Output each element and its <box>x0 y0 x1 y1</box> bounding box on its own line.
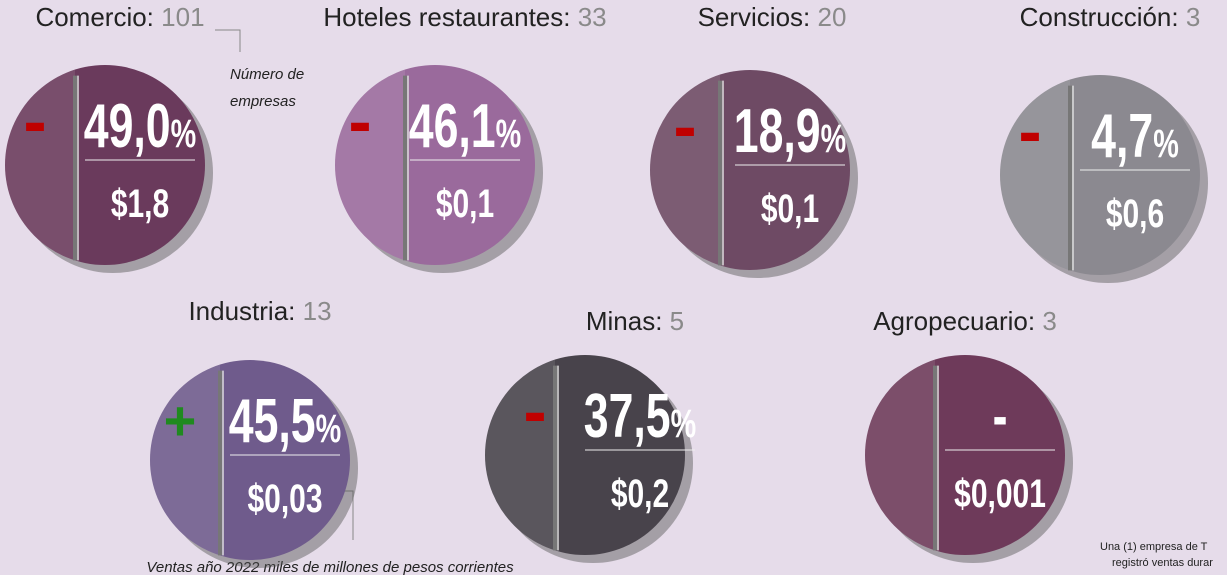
circle-left <box>5 69 75 261</box>
sector-name: Comercio: <box>35 2 153 32</box>
change: 45,5% <box>229 387 341 456</box>
sign: - <box>23 82 46 160</box>
sector: Comercio: 101- 49,0%$1,8 <box>5 2 213 273</box>
sector-name: Agropecuario: <box>873 306 1035 336</box>
circle-left <box>650 74 720 266</box>
sector: Construcción: 3 - 4,7% $0,6 <box>1000 2 1208 283</box>
sector-label: Construcción: 3 <box>1020 2 1201 32</box>
circle <box>865 355 1065 555</box>
sales: $0,1 <box>436 182 494 226</box>
change-unit: % <box>671 401 697 446</box>
sector-label: Hoteles restaurantes: 33 <box>323 2 606 32</box>
sector: Industria: 13 + 45,5% $0,03 <box>150 296 358 568</box>
change-value: - <box>993 382 1008 451</box>
sector-name: Minas: <box>586 306 663 336</box>
sign: - <box>523 372 546 450</box>
circle <box>335 65 535 265</box>
footnote: registró ventas durar <box>1112 557 1213 569</box>
circle-left <box>864 359 935 551</box>
change-unit: % <box>1153 121 1179 166</box>
circle-left <box>335 69 405 261</box>
sector: Minas: 5- 37,5%$0,2 <box>485 306 696 563</box>
sales: $0,2 <box>611 472 669 516</box>
circle-left <box>485 359 555 551</box>
change-value: 4,7 <box>1091 102 1153 171</box>
sector-count: 5 <box>670 306 684 336</box>
sector-count: 3 <box>1042 306 1056 336</box>
change-value: 49,0 <box>84 92 171 161</box>
sign: - <box>673 87 696 165</box>
change-unit: % <box>171 111 197 156</box>
sign: - <box>348 82 371 160</box>
change-value: 37,5 <box>584 382 671 451</box>
sales: $0,6 <box>1106 192 1164 236</box>
sign: - <box>1018 92 1041 170</box>
sector-count: 101 <box>161 2 204 32</box>
change-unit: % <box>316 406 342 451</box>
circle <box>1000 75 1200 275</box>
circle <box>5 65 205 265</box>
sales: $0,03 <box>247 477 322 521</box>
footnote: Una (1) empresa de T <box>1100 541 1208 553</box>
circle <box>150 360 350 560</box>
bracket <box>215 29 241 52</box>
sector-name: Hoteles restaurantes: <box>323 2 570 32</box>
sector-name: Servicios: <box>698 2 811 32</box>
sector: Agropecuario: 3 - $0,001 <box>864 306 1073 563</box>
sector-name: Industria: <box>188 296 295 326</box>
change: 49,0% <box>84 92 196 161</box>
sector: Servicios: 20- 18,9%$0,1 <box>650 2 858 278</box>
sales: $0,1 <box>761 187 819 231</box>
count-note: Número de <box>230 66 304 83</box>
circle-left <box>1000 79 1070 271</box>
sector-label: Minas: 5 <box>586 306 684 336</box>
count-note: empresas <box>230 93 296 110</box>
change-value: 18,9 <box>734 97 821 166</box>
change-value: 46,1 <box>409 92 496 161</box>
change: 46,1% <box>409 92 521 161</box>
change-unit: % <box>496 111 522 156</box>
sector-label: Comercio: 101 <box>35 2 204 32</box>
sales: $0,001 <box>954 472 1046 516</box>
change: 18,9% <box>734 97 846 166</box>
change-unit: % <box>821 116 847 161</box>
change: - <box>993 382 1008 451</box>
sector: Hoteles restaurantes: 33- 46,1%$0,1 <box>323 2 607 273</box>
sector-count: 33 <box>578 2 607 32</box>
sector-count: 20 <box>818 2 847 32</box>
change: 4,7% <box>1091 102 1179 171</box>
sector-label: Agropecuario: 3 <box>873 306 1057 336</box>
sales: $1,8 <box>111 182 169 226</box>
circle <box>485 355 685 555</box>
change-value: 45,5 <box>229 387 316 456</box>
sector-count: 13 <box>303 296 332 326</box>
sector-count: 3 <box>1186 2 1200 32</box>
sector-label: Industria: 13 <box>188 296 331 326</box>
sign: + <box>164 389 197 452</box>
sector-label: Servicios: 20 <box>698 2 847 32</box>
change: 37,5% <box>584 382 696 451</box>
circle <box>650 70 850 270</box>
circle-left <box>150 364 220 556</box>
sector-name: Construcción: <box>1020 2 1179 32</box>
sales-note: Ventas año 2022 miles de millones de pes… <box>146 559 514 575</box>
